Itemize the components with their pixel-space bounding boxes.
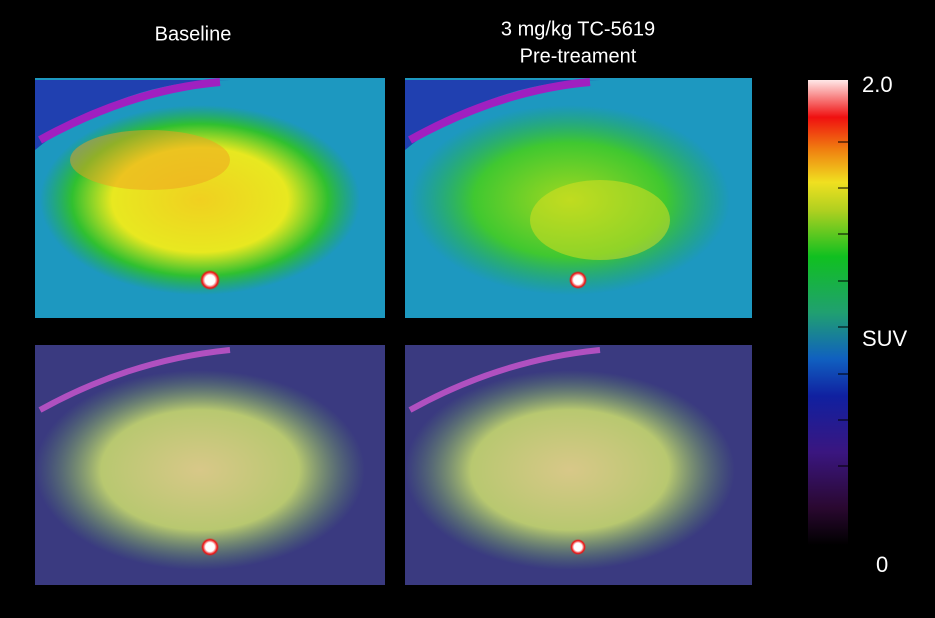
overlay-image-baseline (35, 345, 385, 585)
column-title: Pre-treament (520, 45, 637, 67)
colorbar-axis-label: SUV (862, 326, 908, 351)
pet-image-treatment (405, 78, 752, 318)
pet-image-baseline (35, 78, 385, 318)
colorbar (808, 80, 848, 545)
column-title: 3 mg/kg TC-5619 (501, 18, 655, 40)
colorbar-max-label: 2.0 (862, 72, 893, 97)
overlay-image-treatment (405, 345, 752, 585)
column-title: Baseline (155, 23, 232, 45)
colorbar-min-label: 0 (876, 552, 888, 577)
